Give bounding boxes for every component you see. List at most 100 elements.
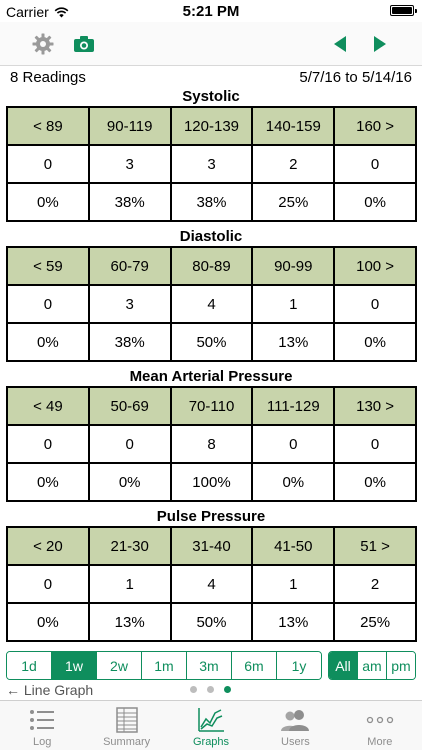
period-option-1m[interactable]: 1m bbox=[142, 652, 187, 679]
period-segmented-control: 1d 1w 2w 1m 3m 6m 1y bbox=[6, 651, 322, 680]
users-icon bbox=[280, 706, 310, 734]
count-cell: 3 bbox=[169, 144, 254, 184]
percent-cell: 0% bbox=[251, 462, 336, 502]
range-cell: 60-79 bbox=[87, 246, 172, 286]
percent-cell: 25% bbox=[333, 602, 417, 642]
count-cell: 0 bbox=[6, 284, 90, 324]
summary-row: 8 Readings 5/7/16 to 5/14/16 bbox=[0, 67, 422, 87]
table-icon bbox=[112, 706, 142, 734]
table-row: < 89 90-119 120-139 140-159 160 > bbox=[6, 106, 417, 146]
range-cell: 31-40 bbox=[169, 526, 254, 566]
forward-arrow-icon[interactable] bbox=[368, 32, 392, 56]
range-cell: 21-30 bbox=[87, 526, 172, 566]
page-dot[interactable] bbox=[224, 686, 231, 693]
clock: 5:21 PM bbox=[182, 3, 240, 20]
count-cell: 0 bbox=[333, 424, 417, 464]
percent-cell: 0% bbox=[6, 462, 90, 502]
count-cell: 8 bbox=[169, 424, 254, 464]
back-arrow-icon[interactable] bbox=[328, 32, 352, 56]
section-title: Mean Arterial Pressure bbox=[129, 368, 293, 385]
wifi-icon bbox=[54, 6, 69, 17]
more-icon bbox=[365, 706, 395, 734]
percent-cell: 38% bbox=[87, 182, 172, 222]
tab-bar: Log Summary Graphs Users More bbox=[0, 700, 422, 750]
time-of-day-option-am[interactable]: am bbox=[358, 652, 387, 679]
percent-cell: 25% bbox=[251, 182, 336, 222]
percent-cell: 0% bbox=[6, 602, 90, 642]
count-cell: 1 bbox=[87, 564, 172, 604]
section-title: Pulse Pressure bbox=[156, 508, 266, 525]
count-cell: 0 bbox=[6, 144, 90, 184]
percent-cell: 0% bbox=[6, 322, 90, 362]
period-option-3m[interactable]: 3m bbox=[187, 652, 232, 679]
count-cell: 1 bbox=[251, 284, 336, 324]
graph-icon bbox=[196, 706, 226, 734]
range-cell: 90-99 bbox=[251, 246, 336, 286]
count-cell: 0 bbox=[333, 144, 417, 184]
range-cell: 70-110 bbox=[169, 386, 254, 426]
range-cell: 50-69 bbox=[87, 386, 172, 426]
percent-cell: 38% bbox=[87, 322, 172, 362]
carrier-info: Carrier bbox=[6, 4, 69, 20]
line-graph-link[interactable]: ← Line Graph bbox=[6, 682, 94, 698]
percent-cell: 0% bbox=[87, 462, 172, 502]
count-cell: 3 bbox=[87, 284, 172, 324]
range-cell: 140-159 bbox=[251, 106, 336, 146]
camera-icon[interactable] bbox=[72, 32, 96, 56]
percent-cell: 13% bbox=[251, 322, 336, 362]
tab-more[interactable]: More bbox=[338, 701, 422, 750]
table-row: < 49 50-69 70-110 111-129 130 > bbox=[6, 386, 417, 426]
section-title: Diastolic bbox=[179, 228, 243, 245]
tab-users[interactable]: Users bbox=[253, 701, 337, 750]
battery-icon bbox=[390, 5, 417, 16]
range-cell: 160 > bbox=[333, 106, 417, 146]
gear-icon[interactable] bbox=[31, 32, 55, 56]
count-cell: 0 bbox=[87, 424, 172, 464]
percent-cell: 38% bbox=[169, 182, 254, 222]
percent-cell: 50% bbox=[169, 602, 254, 642]
tab-log[interactable]: Log bbox=[0, 701, 84, 750]
page-dot[interactable] bbox=[190, 686, 197, 693]
count-cell: 0 bbox=[6, 424, 90, 464]
period-option-1w[interactable]: 1w bbox=[52, 652, 97, 679]
page-dot[interactable] bbox=[207, 686, 214, 693]
range-cell: 100 > bbox=[333, 246, 417, 286]
range-cell: 80-89 bbox=[169, 246, 254, 286]
count-cell: 1 bbox=[251, 564, 336, 604]
period-option-2w[interactable]: 2w bbox=[97, 652, 142, 679]
percent-cell: 0% bbox=[333, 462, 417, 502]
range-cell: 111-129 bbox=[251, 386, 336, 426]
count-cell: 4 bbox=[169, 284, 254, 324]
percent-cell: 13% bbox=[87, 602, 172, 642]
period-option-6m[interactable]: 6m bbox=[232, 652, 277, 679]
period-option-1d[interactable]: 1d bbox=[7, 652, 52, 679]
table-row: < 20 21-30 31-40 41-50 51 > bbox=[6, 526, 417, 566]
time-of-day-option-pm[interactable]: pm bbox=[387, 652, 415, 679]
table-row: 0% 0% 100% 0% 0% bbox=[6, 462, 417, 502]
list-icon bbox=[27, 706, 57, 734]
carrier-label: Carrier bbox=[6, 4, 49, 20]
table-row: < 59 60-79 80-89 90-99 100 > bbox=[6, 246, 417, 286]
tab-label: Summary bbox=[103, 736, 151, 748]
page-indicator bbox=[190, 686, 231, 693]
count-cell: 2 bbox=[251, 144, 336, 184]
tab-label: More bbox=[367, 736, 393, 748]
tab-label: Users bbox=[281, 736, 310, 748]
time-of-day-segmented-control: All am pm bbox=[328, 651, 416, 680]
percent-cell: 0% bbox=[333, 322, 417, 362]
stats-table: < 49 50-69 70-110 111-129 130 >0 0 8 0 0 0% 0% 100%… bbox=[6, 386, 417, 502]
toolbar bbox=[0, 22, 422, 66]
stats-table: < 20 21-30 31-40 41-50 51 >0 1 4 1 2 0% 13% 50% 13% 2… bbox=[6, 526, 417, 642]
count-cell: 0 bbox=[251, 424, 336, 464]
tab-graphs[interactable]: Graphs bbox=[169, 701, 253, 750]
tab-summary[interactable]: Summary bbox=[84, 701, 168, 750]
percent-cell: 50% bbox=[169, 322, 254, 362]
time-of-day-option-all[interactable]: All bbox=[329, 652, 358, 679]
count-cell: 2 bbox=[333, 564, 417, 604]
section-title: Systolic bbox=[182, 88, 240, 105]
range-cell: 41-50 bbox=[251, 526, 336, 566]
period-option-1y[interactable]: 1y bbox=[277, 652, 321, 679]
tab-label: Log bbox=[33, 736, 52, 748]
